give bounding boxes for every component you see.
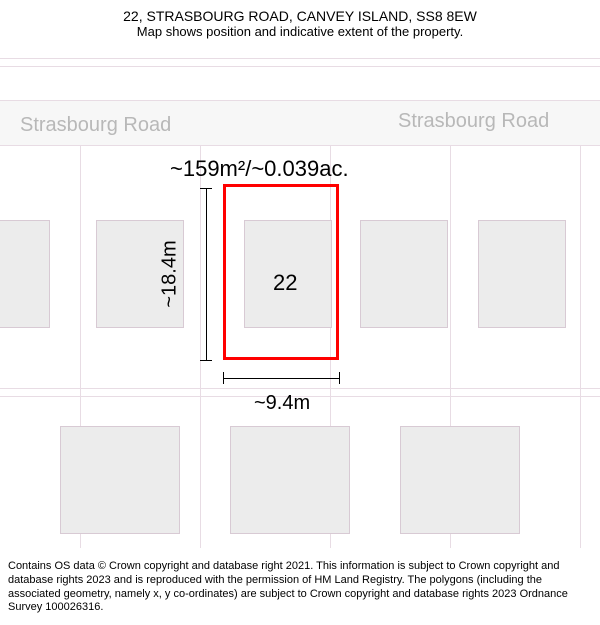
map-gridline [0,66,600,67]
house-number: 22 [273,270,297,296]
copyright-footer: Contains OS data © Crown copyright and d… [0,553,600,625]
plot-boundary [580,146,581,548]
road-label: Strasbourg Road [20,114,171,137]
header: 22, STRASBOURG ROAD, CANVEY ISLAND, SS8 … [0,0,600,43]
map-canvas: Strasbourg Road Strasbourg Road 22 ~159m²/~… [0,48,600,548]
dim-line-v [206,188,207,360]
plot-boundary [0,388,600,389]
building-footprint [60,426,180,534]
dim-tick [339,372,340,384]
page-subtitle: Map shows position and indicative extent… [10,24,590,39]
dim-tick [200,360,212,361]
plot-boundary [200,146,201,548]
map-gridline [0,58,600,59]
dim-label-width: ~9.4m [254,392,310,415]
building-footprint [360,220,448,328]
building-footprint [478,220,566,328]
dim-tick [200,188,212,189]
building-footprint [0,220,50,328]
road-label: Strasbourg Road [398,110,549,133]
building-footprint [400,426,520,534]
dim-label-height: ~18.4m [159,240,182,307]
page-title: 22, STRASBOURG ROAD, CANVEY ISLAND, SS8 … [10,8,590,24]
building-footprint [230,426,350,534]
area-label: ~159m²/~0.039ac. [170,156,349,182]
dim-line-h [223,378,339,379]
dim-tick [223,372,224,384]
